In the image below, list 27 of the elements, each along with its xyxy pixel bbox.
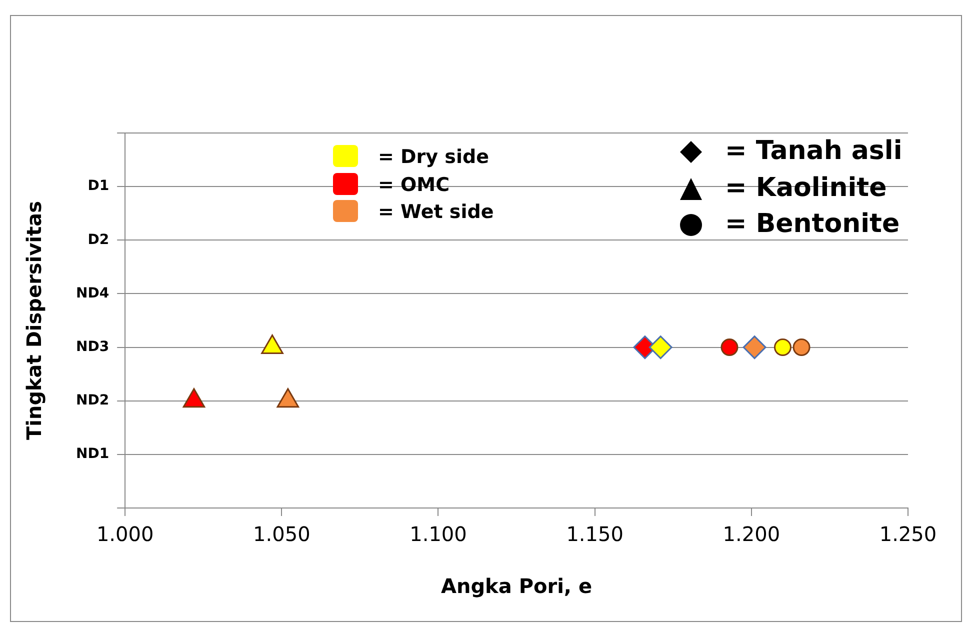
point: [182, 388, 206, 408]
annotation: = Kaolinite: [725, 172, 887, 202]
y-tick-label: ND3: [76, 338, 110, 355]
x-tick-label: 1.000: [96, 522, 154, 546]
annotation: = Tanah asli: [725, 136, 902, 166]
annotation: = OMC: [378, 174, 450, 196]
point: [720, 338, 738, 356]
point: [648, 336, 672, 360]
annotation: = Dry side: [378, 146, 489, 168]
y-tick-label: D2: [88, 232, 110, 248]
y-tick-label: ND4: [76, 285, 110, 302]
x-axis-title: Angka Pori, e: [441, 574, 592, 598]
x-tick-label: 1.200: [722, 522, 780, 546]
y-tick-label: D1: [88, 178, 110, 194]
x-tick-label: 1.050: [253, 522, 310, 546]
point: [774, 338, 792, 356]
annotation: = Wet side: [378, 201, 494, 223]
point: [792, 338, 810, 356]
annotation: = Bentonite: [725, 209, 900, 239]
y-tick-label: ND1: [76, 446, 110, 462]
point: [742, 336, 766, 360]
x-tick-label: 1.100: [410, 522, 467, 546]
y-tick-label: ND2: [76, 392, 110, 408]
y-axis-title: Tingkat Dispersivitas: [22, 200, 46, 440]
x-tick-label: 1.250: [879, 522, 937, 546]
x-tick-label: 1.150: [566, 522, 624, 546]
point: [276, 388, 300, 408]
